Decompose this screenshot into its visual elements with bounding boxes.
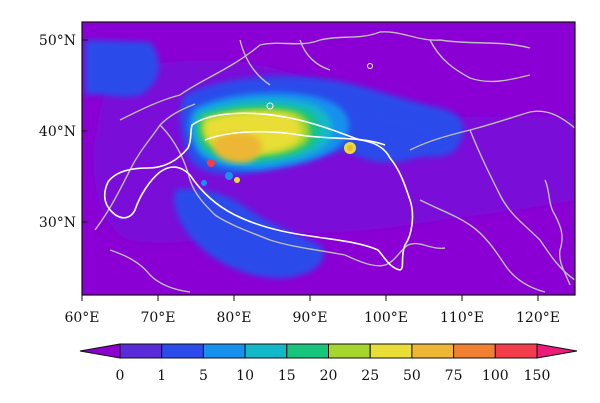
- lon-label-60: 60°E: [64, 310, 99, 326]
- map-frame: [81, 21, 576, 296]
- lon-label-70: 70°E: [140, 310, 175, 326]
- colorbar-tick-label: 15: [278, 368, 296, 384]
- colorbar-tick-label: 150: [524, 368, 551, 384]
- field-spot-small: [201, 180, 207, 186]
- colorbar-tick-label: 50: [403, 368, 421, 384]
- lon-label-110: 110°E: [440, 310, 484, 326]
- colorbar-segment: [244, 343, 288, 359]
- colorbar-tick-label: 100: [482, 368, 509, 384]
- field-spot-small-2: [225, 172, 233, 180]
- colorbar-segment: [411, 343, 455, 359]
- colorbar-segment: [453, 343, 496, 359]
- colorbar-tick-label: 1: [157, 368, 166, 384]
- colorbar-tick-label: 20: [320, 368, 338, 384]
- plateau-outlines: [103, 112, 414, 271]
- colorbar-segment: [328, 343, 371, 359]
- colorbar-segment: [369, 343, 413, 359]
- field-region-orange: [214, 132, 262, 163]
- map-panel: [82, 22, 575, 295]
- country-borders: [94, 31, 575, 293]
- lat-label-50: 50°N: [39, 33, 76, 49]
- colorbar-tick-label: 0: [116, 368, 125, 384]
- colorbar-tick-label: 5: [199, 368, 208, 384]
- colorbar-tick-label: 75: [445, 368, 463, 384]
- colorbar-segment: [161, 343, 204, 359]
- lat-axis: 50°N 40°N 30°N: [39, 33, 88, 231]
- lon-label-100: 100°E: [364, 310, 408, 326]
- lon-label-90: 90°E: [292, 310, 327, 326]
- lake-outline: [266, 102, 274, 110]
- lat-label-30: 30°N: [39, 215, 76, 231]
- colorbar-segment: [119, 343, 163, 359]
- colorbar: 0 1 5 10 15 20 25 50 75 100 150: [79, 343, 578, 384]
- lat-label-40: 40°N: [39, 124, 76, 140]
- colorbar-segment: [202, 343, 246, 359]
- field-region-blue-west: [85, 40, 159, 97]
- colorbar-extend-high: [536, 343, 578, 359]
- colorbar-segment: [494, 343, 538, 359]
- field-spot-small-3: [234, 177, 240, 183]
- colorbar-segment: [286, 343, 329, 359]
- colorbar-tick-label: 10: [236, 368, 254, 384]
- field-spot-east-core: [347, 145, 353, 151]
- field-peak-spot: [207, 159, 215, 167]
- colorbar-tick-label: 25: [361, 368, 379, 384]
- lake-outline-north: [367, 63, 373, 69]
- lon-label-80: 80°E: [216, 310, 251, 326]
- colorbar-extend-low: [79, 343, 121, 359]
- field-region-blue-east: [330, 114, 435, 163]
- lon-label-120: 120°E: [516, 310, 560, 326]
- lon-axis: 60°E 70°E 80°E 90°E 100°E 110°E 120°E: [64, 295, 560, 326]
